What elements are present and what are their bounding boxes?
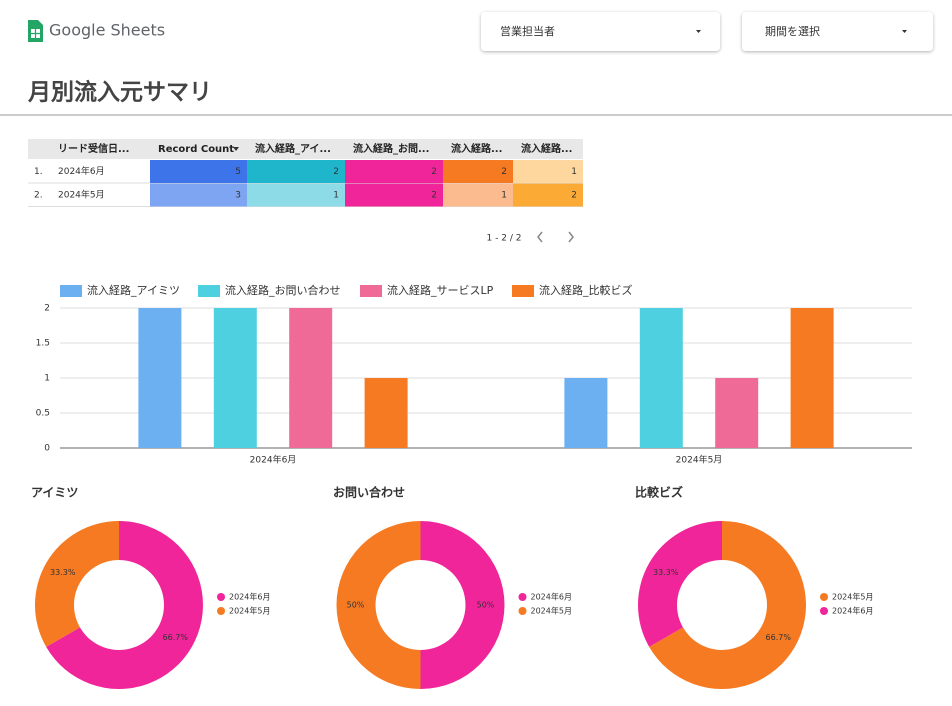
pagination: 1 - 2 / 2 — [487, 234, 522, 244]
row-index: 1. — [34, 167, 43, 177]
cell: 2 — [501, 167, 507, 177]
column-header[interactable]: 流入経路_お問... — [353, 142, 429, 155]
filter-label[interactable]: 期間を選択 — [765, 24, 820, 38]
x-tick-label: 2024年5月 — [676, 454, 723, 466]
heat-cell — [443, 183, 513, 207]
bar — [790, 308, 834, 448]
legend-swatch — [820, 607, 828, 615]
legend-label: 2024年6月 — [832, 606, 873, 616]
legend-label: 2024年5月 — [832, 592, 873, 602]
y-tick-label: 0 — [44, 444, 50, 454]
y-tick-label: 2 — [44, 304, 50, 314]
legend-swatch — [217, 607, 225, 615]
column-header[interactable]: 流入経路... — [451, 142, 502, 155]
legend-swatch — [360, 285, 382, 297]
sort-icon[interactable] — [233, 147, 239, 151]
dropdown-arrow[interactable] — [696, 30, 701, 33]
cell: 1 — [333, 191, 339, 201]
heat-cell — [513, 183, 583, 207]
legend-swatch — [217, 593, 225, 601]
row-index: 2. — [34, 191, 43, 201]
bar — [715, 378, 759, 448]
x-tick-label: 2024年6月 — [250, 454, 297, 466]
filter-dropdown[interactable] — [481, 12, 720, 51]
slice-label: 66.7% — [163, 633, 189, 642]
legend-label: 流入経路_アイミツ — [87, 283, 180, 297]
bar — [138, 308, 182, 448]
legend-swatch — [820, 593, 828, 601]
slice-label: 33.3% — [50, 568, 76, 577]
legend-label: 2024年5月 — [531, 606, 572, 616]
heat-cell — [150, 160, 247, 183]
pie-title: お問い合わせ — [333, 485, 405, 500]
legend-swatch — [512, 285, 534, 297]
pie-slice — [420, 521, 505, 689]
prev-page[interactable] — [537, 231, 543, 243]
y-tick-label: 1.5 — [36, 339, 50, 349]
slice-label: 50% — [477, 601, 495, 610]
bar — [213, 308, 257, 448]
cell: 2 — [571, 191, 577, 201]
legend-swatch — [518, 593, 527, 601]
heat-cell — [247, 183, 345, 207]
column-header[interactable]: 流入経路_アイ... — [255, 142, 331, 155]
heat-cell — [345, 160, 443, 183]
bar — [564, 378, 608, 448]
heat-cell — [150, 183, 247, 207]
page-title: 月別流入元サマリ — [27, 79, 212, 106]
pie-title: 比較ビズ — [635, 485, 683, 500]
pie-title: アイミツ — [31, 486, 78, 500]
cell: 3 — [235, 191, 241, 201]
bar — [639, 308, 683, 448]
filter-label[interactable]: 営業担当者 — [500, 24, 555, 38]
legend-label: 流入経路_比較ビズ — [539, 283, 633, 297]
legend-label: 流入経路_お問い合わせ — [225, 283, 341, 297]
heat-cell — [443, 160, 513, 183]
column-header[interactable]: Record Count — [158, 144, 234, 155]
slice-label: 33.3% — [653, 568, 679, 577]
pie-slice — [638, 521, 722, 647]
legend-swatch — [60, 285, 82, 297]
cell: 5 — [235, 167, 241, 177]
legend-swatch — [198, 285, 220, 297]
pie-slice — [649, 521, 807, 689]
column-header[interactable]: 流入経路... — [521, 142, 572, 155]
bar — [364, 378, 408, 448]
cell: 1 — [501, 191, 507, 201]
next-page[interactable] — [568, 231, 574, 243]
filter-dropdown[interactable] — [742, 12, 933, 51]
legend-label: 流入経路_サービスLP — [387, 283, 494, 297]
logo — [28, 20, 43, 42]
heat-cell — [513, 160, 583, 183]
y-tick-label: 1 — [44, 374, 50, 384]
cell: 2 — [333, 167, 339, 177]
pie-slice — [46, 521, 204, 689]
app-name: Google Sheets — [49, 21, 165, 40]
cell: 2 — [431, 191, 437, 201]
y-tick-label: 0.5 — [36, 409, 50, 419]
heat-cell — [247, 160, 345, 183]
table-header — [28, 139, 583, 159]
legend-label: 2024年6月 — [531, 592, 572, 602]
slice-label: 50% — [347, 601, 365, 610]
column-header[interactable]: リード受信日... — [58, 142, 129, 155]
dropdown-arrow[interactable] — [902, 30, 907, 33]
legend-label: 2024年5月 — [229, 606, 270, 616]
heat-cell — [345, 183, 443, 207]
cell: 2024年6月 — [58, 165, 105, 177]
pie-slice — [35, 521, 119, 647]
cell: 2 — [431, 167, 437, 177]
cell: 2024年5月 — [58, 189, 105, 201]
slice-label: 66.7% — [766, 633, 792, 642]
cell: 1 — [571, 167, 577, 177]
legend-swatch — [518, 607, 527, 615]
bar — [289, 308, 333, 448]
pie-slice — [336, 521, 421, 689]
legend-label: 2024年6月 — [229, 592, 270, 602]
